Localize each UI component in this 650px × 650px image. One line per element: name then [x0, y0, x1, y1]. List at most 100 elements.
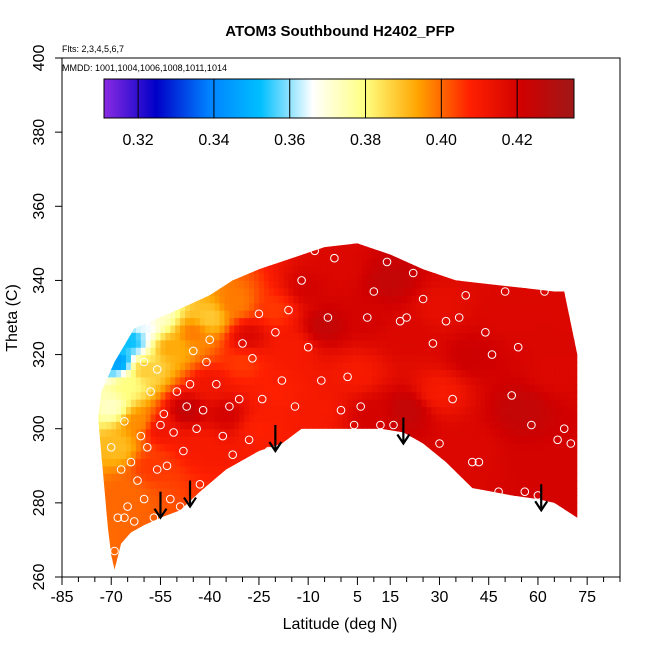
heatmap-cell	[214, 473, 221, 482]
heatmap-cell	[367, 399, 373, 408]
heatmap-cell	[426, 295, 432, 304]
heatmap-cell	[441, 539, 447, 548]
heatmap-cell	[436, 480, 442, 489]
heatmap-cell	[116, 458, 122, 467]
heatmap-cell	[214, 354, 221, 363]
heatmap-cell	[569, 517, 575, 526]
heatmap-cell	[391, 413, 398, 422]
heatmap-cell	[199, 369, 206, 378]
heatmap-cell	[406, 280, 413, 289]
heatmap-cell	[318, 302, 324, 311]
heatmap-cell	[185, 243, 191, 244]
sample-point	[123, 502, 132, 511]
heatmap-cell	[372, 413, 378, 422]
heatmap-cell	[470, 265, 477, 274]
heatmap-cell	[258, 295, 265, 304]
heatmap-cell	[98, 450, 102, 459]
heatmap-cell	[470, 495, 477, 504]
heatmap-cell	[421, 302, 427, 311]
heatmap-cell	[416, 354, 423, 363]
heatmap-cell	[263, 310, 270, 319]
heatmap-cell	[155, 488, 162, 497]
heatmap-cell	[564, 510, 570, 519]
heatmap-cell	[278, 243, 285, 244]
heatmap-cell	[455, 443, 462, 452]
heatmap-cell	[293, 421, 299, 430]
heatmap-cell	[165, 428, 171, 437]
heatmap-cell	[352, 532, 359, 541]
profile-arrows	[153, 417, 549, 520]
heatmap-cell	[293, 310, 299, 319]
heatmap-cell	[327, 243, 334, 252]
heatmap-cell	[170, 258, 176, 267]
heatmap-cell	[219, 443, 226, 452]
heatmap-cell	[145, 324, 152, 333]
heatmap-cell	[416, 369, 423, 378]
heatmap-cell	[322, 450, 329, 459]
heatmap-cell	[288, 547, 294, 556]
heatmap-cell	[500, 324, 506, 333]
heatmap-cell	[431, 369, 437, 378]
heatmap-cell	[514, 443, 521, 452]
heatmap-cell	[579, 488, 585, 496]
heatmap-cell	[421, 243, 427, 244]
heatmap-cell	[278, 273, 285, 282]
heatmap-cell	[332, 324, 339, 333]
heatmap-cell	[249, 502, 255, 511]
heatmap-cell	[249, 562, 255, 570]
heatmap-cell	[431, 428, 437, 437]
heatmap-cell	[150, 569, 157, 570]
heatmap-cell	[357, 569, 363, 570]
heatmap-cell	[544, 539, 551, 548]
heatmap-cell	[263, 332, 270, 341]
heatmap-cell	[470, 510, 477, 519]
heatmap-cell	[519, 436, 526, 445]
heatmap-cell	[121, 258, 127, 267]
heatmap-cell	[140, 324, 147, 333]
heatmap-cell	[175, 258, 181, 267]
heatmap-cell	[322, 502, 329, 511]
heatmap-cell	[367, 376, 373, 385]
heatmap-cell	[544, 332, 551, 341]
heatmap-cell	[362, 332, 368, 341]
heatmap-cell	[455, 354, 462, 363]
heatmap-cell	[450, 480, 457, 489]
heatmap-cell	[175, 250, 181, 259]
heatmap-cell	[332, 280, 339, 289]
heatmap-cell	[111, 399, 117, 408]
heatmap-cell	[165, 250, 171, 259]
heatmap-cell	[239, 310, 245, 319]
heatmap-cell	[263, 376, 270, 385]
heatmap-cell	[505, 287, 511, 296]
heatmap-cell	[170, 384, 176, 393]
heatmap-cell	[209, 473, 216, 482]
heatmap-cell	[357, 332, 363, 341]
heatmap-cell	[126, 539, 132, 548]
y-tick-label: 400	[31, 45, 48, 72]
heatmap-cell	[519, 295, 526, 304]
sample-point	[162, 461, 172, 471]
heatmap-cell	[327, 273, 334, 282]
heatmap-cell	[209, 443, 216, 452]
heatmap-cell	[342, 295, 349, 304]
heatmap-cell	[130, 324, 137, 333]
heatmap-cell	[377, 243, 383, 252]
heatmap-cell	[554, 562, 560, 570]
heatmap-cell	[160, 488, 166, 497]
heatmap-cell	[98, 517, 102, 526]
heatmap-cell	[229, 287, 235, 296]
heatmap-cell	[322, 547, 329, 556]
heatmap-cell	[327, 324, 334, 333]
heatmap-cell	[185, 517, 191, 526]
heatmap-cell	[514, 332, 521, 341]
heatmap-cell	[204, 421, 211, 430]
heatmap-cell	[347, 317, 354, 326]
heatmap-cell	[209, 258, 216, 267]
heatmap-cell	[283, 354, 290, 363]
heatmap-cell	[391, 295, 398, 304]
heatmap-cell	[318, 443, 324, 452]
heatmap-cell	[436, 458, 442, 467]
heatmap-cell	[249, 547, 255, 556]
heatmap-cell	[352, 480, 359, 489]
heatmap-cell	[199, 243, 206, 252]
